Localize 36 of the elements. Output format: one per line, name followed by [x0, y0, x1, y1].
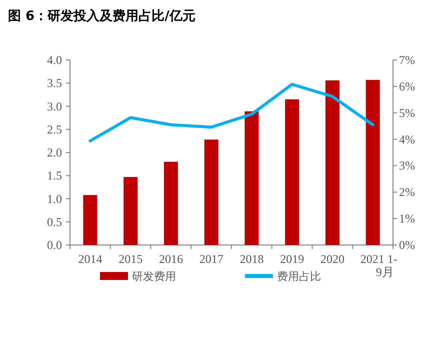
x-tick-label: 2018	[240, 252, 264, 266]
y2-tick-label: 7%	[399, 53, 415, 67]
y2-tick-label: 5%	[399, 106, 415, 120]
chart-title: 图 6：研发投入及费用占比/亿元	[8, 8, 196, 24]
bar	[124, 177, 138, 245]
y2-tick-label: 3%	[399, 158, 415, 173]
y-tick-label: 0.5	[47, 214, 62, 229]
y2-tick-label: 4%	[399, 132, 415, 146]
bar	[164, 162, 178, 245]
bar	[83, 195, 98, 245]
legend-label: 费用占比	[277, 270, 321, 283]
x-tick-label: 2016	[158, 252, 183, 266]
legend-label: 研发费用	[132, 270, 176, 283]
x-tick-label: 2020	[320, 252, 344, 266]
x-tick-label: 2014	[78, 252, 102, 266]
y-tick-label: 2.0	[47, 146, 62, 160]
y-tick-label: 0.0	[47, 238, 62, 252]
y2-tick-label: 0%	[399, 238, 415, 252]
y-tick-label: 1.0	[47, 192, 62, 206]
y-tick-label: 3.5	[47, 76, 62, 90]
y2-tick-label: 6%	[399, 79, 415, 94]
x-tick-label: 2017	[199, 252, 224, 266]
x-tick-label: 2015	[118, 252, 143, 266]
y-tick-label: 4.0	[47, 53, 62, 67]
x-tick-label: 2019	[280, 252, 304, 266]
bar	[244, 111, 259, 245]
y2-tick-label: 2%	[399, 185, 415, 200]
y-tick-label: 2.5	[47, 122, 62, 136]
bar	[366, 80, 380, 245]
bar	[325, 80, 340, 245]
y-tick-label: 1.5	[47, 168, 62, 183]
x-tick-label: 2021 1-9月	[360, 252, 398, 279]
y2-tick-label: 1%	[399, 212, 415, 226]
bar	[285, 99, 300, 245]
bar	[204, 140, 218, 245]
y-tick-label: 3.0	[47, 99, 62, 114]
